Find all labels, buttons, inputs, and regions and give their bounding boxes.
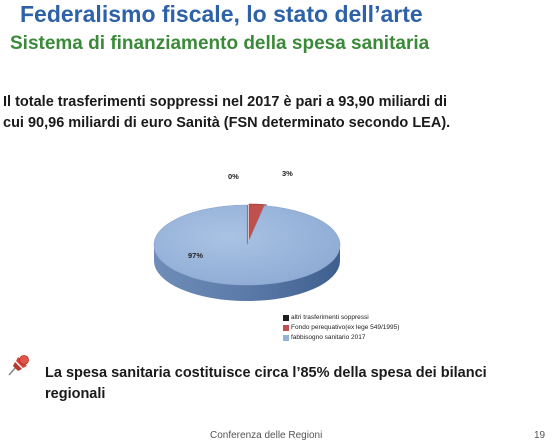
pushpin-icon <box>6 352 32 378</box>
footer-text: Conferenza delle Regioni <box>210 430 323 441</box>
pie-label-1: 3% <box>282 169 293 178</box>
page-number: 19 <box>534 430 546 441</box>
intro-paragraph: Il totale trasferimenti soppressi nel 20… <box>3 92 553 134</box>
pie-label-0: 0% <box>228 172 239 181</box>
legend-label-0: altri trasferimenti soppressi <box>291 314 369 321</box>
chart-legend: altri trasferimenti soppressi Fondo pere… <box>283 313 483 343</box>
pie-chart-svg: 0% 3% 97% <box>153 169 341 301</box>
legend-label-2: fabbisogno sanitario 2017 <box>291 334 366 341</box>
legend-item-1: Fondo perequativo(ex lege 549/1995) <box>283 323 483 333</box>
intro-line-1: Il totale trasferimenti soppressi nel 20… <box>3 94 448 110</box>
legend-swatch-0 <box>283 315 289 321</box>
bullet-line-1: La spesa sanitaria costituisce circa l’8… <box>45 365 487 381</box>
legend-item-0: altri trasferimenti soppressi <box>283 313 483 323</box>
bullet-line-2: regionali <box>45 386 106 402</box>
slide-title: Federalismo fiscale, lo stato dell’arte <box>20 1 423 27</box>
pie-label-2: 97% <box>188 251 203 260</box>
pie-depth-side <box>154 245 340 301</box>
intro-line-2: cui 90,96 miliardi di euro Sanità (FSN d… <box>3 115 451 131</box>
slide-subtitle: Sistema di finanziamento della spesa san… <box>10 33 430 54</box>
pie-slice-2 <box>153 204 341 286</box>
legend-item-2: fabbisogno sanitario 2017 <box>283 333 483 343</box>
legend-swatch-1 <box>283 325 289 331</box>
legend-swatch-2 <box>283 335 289 341</box>
bullet-paragraph: La spesa sanitaria costituisce circa l’8… <box>45 363 555 405</box>
pie-chart: 0% 3% 97% <box>150 163 410 345</box>
legend-label-1: Fondo perequativo(ex lege 549/1995) <box>291 324 400 331</box>
